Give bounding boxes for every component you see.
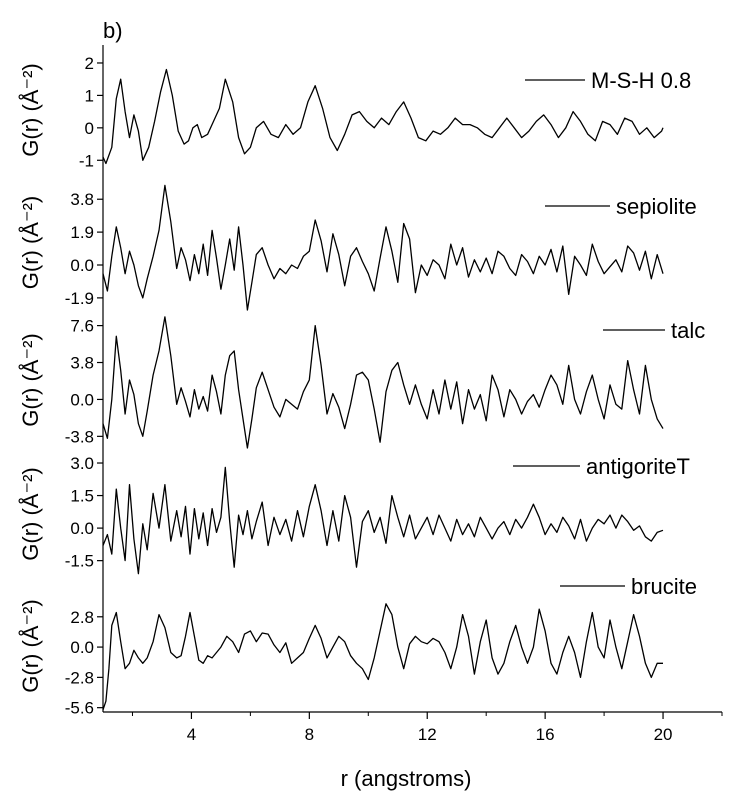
series-line-brucite [102,603,663,711]
panel-label: b) [103,18,123,43]
x-tick-label: 20 [654,725,673,744]
x-tick-label: 12 [418,725,437,744]
y-tick-label: 0 [85,119,94,138]
x-axis-title: r (angstroms) [341,766,472,791]
y-axis-label: G(r) (Å⁻²) [18,467,43,560]
panel-antigoritet: -1.5 0.0 1.5 3.0 G(r) (Å⁻²) antigoriteT [18,454,690,575]
legend-label-m-s-h-0-8: M-S-H 0.8 [591,68,691,93]
x-axis: 4 8 12 16 20 [103,711,723,744]
y-tick-label: -5.6 [65,699,94,718]
y-tick-label: 3.8 [70,190,94,209]
y-tick-label: 1.5 [70,487,94,506]
y-tick-label: 3.0 [70,454,94,473]
legend-label-sepiolite: sepiolite [616,194,697,219]
y-tick-label: -3.8 [65,427,94,446]
y-tick-label: 1 [85,86,94,105]
panel-sepiolite: -1.9 0.0 1.9 3.8 G(r) (Å⁻²) sepiolite [18,184,697,311]
y-tick-label: -2.8 [65,668,94,687]
y-axis-label: G(r) (Å⁻²) [18,196,43,289]
x-tick-label: 8 [305,725,314,744]
y-axis-label: G(r) (Å⁻²) [18,599,43,692]
legend-label-brucite: brucite [631,574,697,599]
y-tick-label: 0.0 [70,519,94,538]
y-tick-label: 3.8 [70,354,94,373]
y-tick-label: -1.9 [65,289,94,308]
panel-m-s-h-0-8: -1 0 1 2 G(r) (Å⁻²) M-S-H 0.8 [18,54,691,170]
y-tick-label: 2.8 [70,608,94,627]
y-tick-label: 0.0 [70,638,94,657]
y-tick-label: 2 [85,54,94,73]
y-tick-label: -1 [79,151,94,170]
legend-label-antigoritet: antigoriteT [586,454,690,479]
y-tick-label: 1.9 [70,223,94,242]
legend-label-talc: talc [671,318,705,343]
x-tick-label: 4 [187,725,196,744]
panel-talc: -3.8 0.0 3.8 7.6 G(r) (Å⁻²) talc [18,316,705,449]
y-tick-label: 7.6 [70,317,94,336]
series-line-m-s-h-0-8 [102,68,664,165]
series-line-talc [102,316,664,449]
series-line-antigoritet [102,466,664,575]
y-tick-label: 0.0 [70,256,94,275]
y-tick-label: -1.5 [65,552,94,571]
y-tick-label: 0.0 [70,390,94,409]
x-tick-label: 16 [536,725,555,744]
series-line-sepiolite [102,184,664,311]
y-axis-label: G(r) (Å⁻²) [18,333,43,426]
panels-group: -1 0 1 2 G(r) (Å⁻²) M-S-H 0.8 -1.9 0.0 1.9 3.8 G(r… [18,45,705,718]
panel-brucite: -5.6 -2.8 0.0 2.8 G(r) (Å⁻²) brucite [18,574,697,718]
y-axis-label: G(r) (Å⁻²) [18,63,43,156]
